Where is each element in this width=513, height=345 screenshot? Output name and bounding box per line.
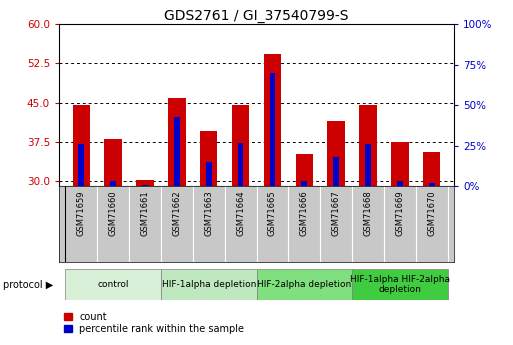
Bar xyxy=(78,144,84,186)
Bar xyxy=(168,98,186,186)
Text: HIF-1alpha depletion: HIF-1alpha depletion xyxy=(162,280,256,289)
Bar xyxy=(200,131,218,186)
Text: GSM71659: GSM71659 xyxy=(77,190,86,236)
Bar xyxy=(65,269,161,300)
Bar xyxy=(110,181,116,186)
Bar xyxy=(72,105,90,186)
Text: GSM71660: GSM71660 xyxy=(109,190,117,236)
Text: GSM71668: GSM71668 xyxy=(364,190,372,236)
Bar xyxy=(142,185,148,186)
Text: GSM71669: GSM71669 xyxy=(396,190,404,236)
Bar xyxy=(327,121,345,186)
Text: protocol ▶: protocol ▶ xyxy=(3,280,53,289)
Bar xyxy=(352,269,448,300)
Bar xyxy=(256,269,352,300)
Text: GSM71664: GSM71664 xyxy=(236,190,245,236)
Bar xyxy=(359,105,377,186)
Bar xyxy=(423,152,441,186)
Bar xyxy=(269,73,275,186)
Bar xyxy=(429,183,435,186)
Bar xyxy=(397,181,403,186)
Bar xyxy=(232,105,249,186)
Bar xyxy=(161,269,256,300)
Bar xyxy=(206,162,211,186)
Bar xyxy=(264,55,281,186)
Text: GSM71667: GSM71667 xyxy=(331,190,341,236)
Bar xyxy=(365,144,371,186)
Text: GSM71661: GSM71661 xyxy=(141,190,149,236)
Bar xyxy=(302,181,307,186)
Bar xyxy=(174,117,180,186)
Text: control: control xyxy=(97,280,129,289)
Bar xyxy=(104,139,122,186)
Bar xyxy=(333,157,339,186)
Text: GDS2761 / GI_37540799-S: GDS2761 / GI_37540799-S xyxy=(164,9,349,23)
Legend: count, percentile rank within the sample: count, percentile rank within the sample xyxy=(64,312,244,334)
Bar xyxy=(238,142,244,186)
Bar xyxy=(295,154,313,186)
Text: GSM71665: GSM71665 xyxy=(268,190,277,236)
Text: HIF-2alpha depletion: HIF-2alpha depletion xyxy=(257,280,351,289)
Text: GSM71670: GSM71670 xyxy=(427,190,436,236)
Text: GSM71663: GSM71663 xyxy=(204,190,213,236)
Text: GSM71662: GSM71662 xyxy=(172,190,182,236)
Text: GSM71666: GSM71666 xyxy=(300,190,309,236)
Text: HIF-1alpha HIF-2alpha
depletion: HIF-1alpha HIF-2alpha depletion xyxy=(350,275,450,294)
Bar xyxy=(391,142,409,186)
Bar xyxy=(136,180,154,186)
